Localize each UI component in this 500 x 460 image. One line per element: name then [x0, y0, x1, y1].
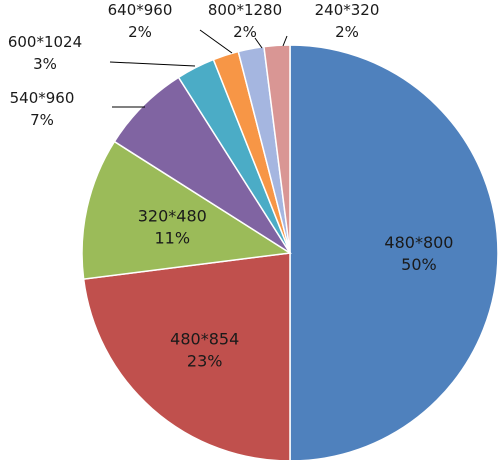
slice-label-percent: 2%: [335, 23, 359, 41]
slice-label-name: 640*960: [108, 1, 173, 19]
pie-slices: [81, 44, 499, 460]
leader-line-600x1024: [109, 61, 196, 67]
slice-label-percent: 2%: [233, 23, 257, 41]
slice-label-percent: 3%: [33, 55, 57, 73]
slice-labels: 480*800 50% 480*854 23% 320*480 11% 540*960 7% 6…: [8, 1, 454, 371]
slice-label-percent: 2%: [128, 23, 152, 41]
slice-label-percent: 7%: [30, 111, 54, 129]
slice-label-name: 480*800: [384, 233, 453, 252]
slice-label-name: 540*960: [10, 89, 75, 107]
slice-label-percent: 50%: [401, 255, 437, 274]
pie-slice-480x854: [82, 252, 291, 460]
leader-line-240x320: [282, 35, 288, 47]
pie-slice-240x320: [263, 44, 291, 254]
pie-slice-320x480: [81, 140, 293, 280]
slice-label-name: 320*480: [138, 207, 207, 226]
slice-label-name: 240*320: [315, 1, 380, 19]
pie-slice-480x800: [289, 44, 499, 460]
slice-label-name: 480*854: [170, 330, 239, 349]
leader-lines: [109, 29, 288, 108]
slice-label-name: 800*1280: [208, 1, 282, 19]
slice-label-percent: 23%: [187, 352, 223, 371]
leader-line-640x960: [199, 29, 233, 54]
leader-line-800x1280: [254, 37, 263, 49]
slice-label-name: 600*1024: [8, 33, 82, 51]
slice-label-percent: 11%: [154, 229, 190, 248]
